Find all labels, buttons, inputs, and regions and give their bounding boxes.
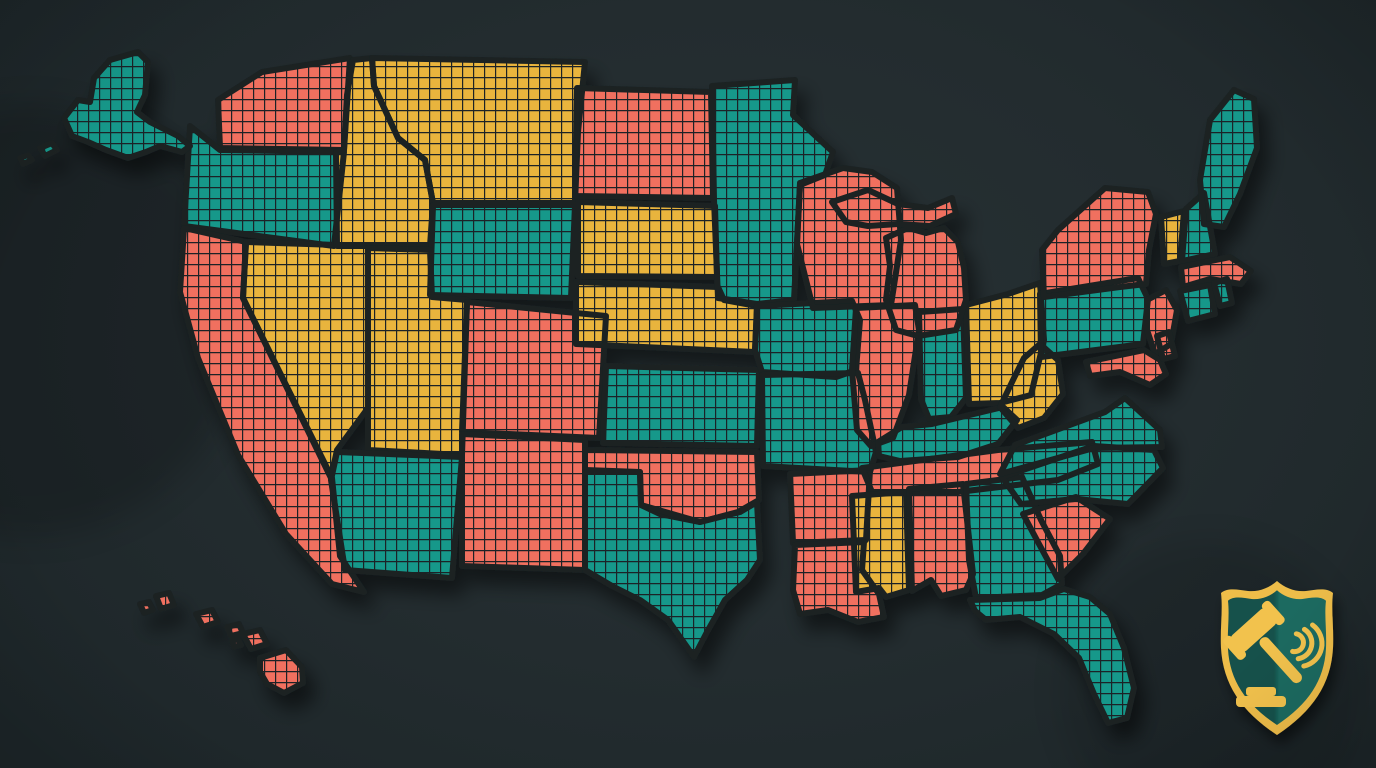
gavel-base <box>1236 696 1286 707</box>
state-border-ky <box>875 404 1020 464</box>
state-border-hi <box>137 590 306 696</box>
gavel-base-top <box>1246 687 1276 696</box>
state-border-ak <box>17 49 193 167</box>
state-border-nh <box>1179 190 1218 264</box>
state-border-oh <box>963 280 1047 407</box>
state-border-mi <box>829 187 969 339</box>
state-border-la <box>790 539 887 625</box>
state-border-me <box>1197 87 1260 230</box>
gavel-shield-badge <box>1220 581 1334 735</box>
gavel-icon <box>1223 600 1302 707</box>
state-border-tx <box>582 469 763 660</box>
state-border-de <box>1154 329 1178 362</box>
state-border-va <box>997 395 1165 477</box>
state-border-co <box>459 299 609 441</box>
state-border-md <box>1083 347 1169 388</box>
state-border-ma <box>1178 254 1254 290</box>
state-border-az <box>328 449 465 581</box>
state-border-ga <box>963 474 1065 601</box>
state-border-ms <box>849 489 912 600</box>
state-border-ks <box>600 363 762 449</box>
state-border-fl <box>967 586 1137 726</box>
state-border-wi <box>794 165 904 311</box>
sound-waves-icon <box>1290 622 1325 669</box>
state-borders-layer <box>17 49 1260 726</box>
state-border-wv <box>997 341 1066 431</box>
state-border-ny <box>1039 185 1159 300</box>
state-border-ri <box>1211 276 1235 309</box>
state-border-ct <box>1177 282 1218 324</box>
